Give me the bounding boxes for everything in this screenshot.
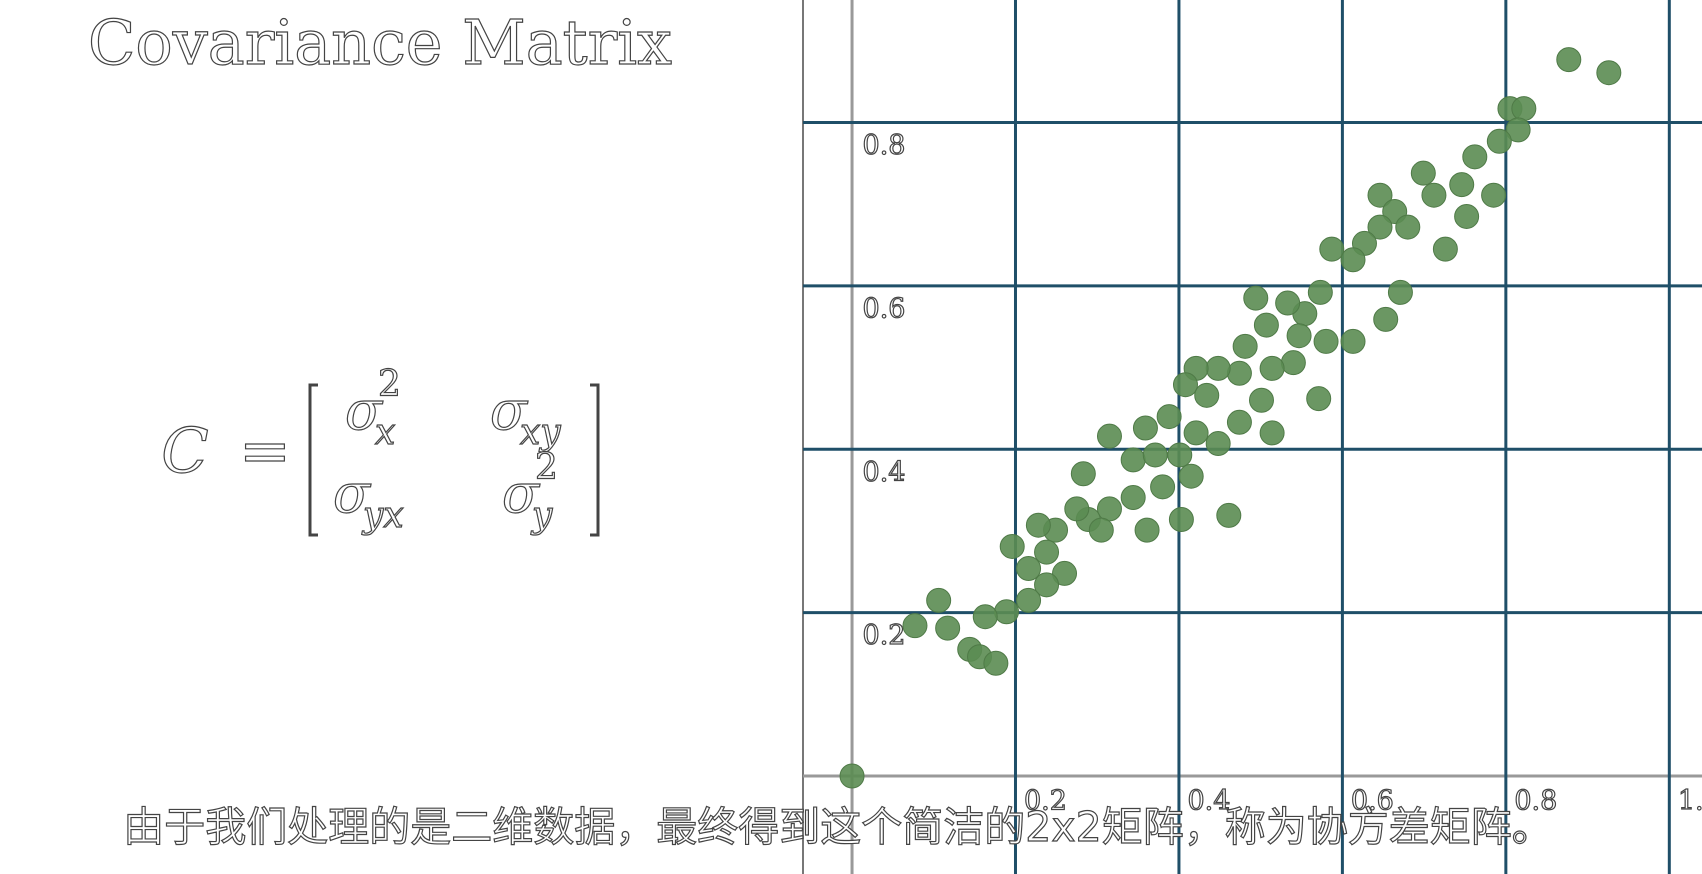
point bbox=[1194, 382, 1220, 408]
point bbox=[1373, 306, 1399, 332]
point bbox=[1205, 355, 1231, 381]
caption: 由于我们处理的是二维数据，最终得到这个简洁的2x2矩阵，称为协方差矩阵。 bbox=[123, 803, 1552, 851]
formula-lhs: C bbox=[161, 414, 208, 487]
point bbox=[1088, 517, 1114, 543]
entry-base: σ bbox=[490, 379, 529, 442]
point bbox=[1183, 420, 1209, 446]
point bbox=[1556, 47, 1582, 73]
point bbox=[1306, 386, 1332, 412]
x-tick-label: 0.4 bbox=[1187, 785, 1230, 816]
entry-sup: 2 bbox=[535, 447, 558, 488]
title: Covariance Matrix bbox=[88, 6, 672, 79]
point bbox=[1486, 128, 1512, 154]
point bbox=[1120, 484, 1146, 510]
entry-sub: xy bbox=[520, 412, 561, 453]
point bbox=[902, 613, 928, 639]
point bbox=[1178, 463, 1204, 489]
point bbox=[1052, 560, 1078, 586]
point bbox=[1410, 160, 1436, 186]
y-tick-label: 0.2 bbox=[863, 620, 906, 651]
point bbox=[1387, 279, 1413, 305]
point bbox=[1070, 461, 1096, 487]
point bbox=[994, 599, 1020, 625]
point bbox=[1248, 387, 1274, 413]
point bbox=[1168, 506, 1194, 532]
point bbox=[1120, 447, 1146, 473]
point bbox=[1025, 512, 1051, 538]
point bbox=[1395, 214, 1421, 240]
point bbox=[1016, 587, 1042, 613]
point bbox=[1340, 328, 1366, 354]
point bbox=[1232, 333, 1258, 359]
entry-base: σ bbox=[502, 462, 541, 525]
entry-sub: x bbox=[375, 412, 395, 453]
point bbox=[1096, 423, 1122, 449]
point bbox=[1505, 117, 1531, 143]
entry-base: σ bbox=[345, 379, 384, 442]
point bbox=[935, 615, 961, 641]
point bbox=[1064, 496, 1090, 522]
point bbox=[1016, 556, 1042, 582]
point bbox=[1205, 431, 1231, 457]
point bbox=[1034, 572, 1060, 598]
point bbox=[1134, 517, 1160, 543]
point bbox=[1481, 182, 1507, 208]
point bbox=[926, 587, 952, 613]
x-tick-label: 0.6 bbox=[1351, 785, 1394, 816]
point bbox=[1243, 285, 1269, 311]
point bbox=[1462, 144, 1488, 170]
point bbox=[972, 604, 998, 630]
point bbox=[1096, 496, 1122, 522]
point bbox=[1216, 502, 1242, 528]
point bbox=[1172, 372, 1198, 398]
point bbox=[1313, 328, 1339, 354]
point bbox=[1421, 182, 1447, 208]
point bbox=[1156, 404, 1182, 430]
point bbox=[1226, 409, 1252, 435]
point bbox=[1275, 290, 1301, 316]
y-tick-label: 0.4 bbox=[863, 457, 906, 488]
plot: 0.2 0.4 0.6 0.8 1.0 0.2 0.4 0.6 0.8 bbox=[802, 0, 1702, 874]
point bbox=[1340, 247, 1366, 273]
point bbox=[1259, 355, 1285, 381]
point bbox=[1253, 312, 1279, 338]
point bbox=[1596, 60, 1622, 86]
y-tick-label: 0.8 bbox=[863, 130, 906, 161]
point bbox=[1449, 172, 1475, 198]
point bbox=[1432, 236, 1458, 262]
point bbox=[1226, 360, 1252, 386]
point bbox=[1150, 474, 1176, 500]
point bbox=[1132, 415, 1158, 441]
entry-sub: yx bbox=[361, 495, 404, 536]
x-tick-label: 0.8 bbox=[1514, 785, 1557, 816]
point bbox=[1367, 182, 1393, 208]
x-tick-label: 1.0 bbox=[1678, 785, 1702, 816]
point bbox=[1319, 236, 1345, 262]
point bbox=[1286, 323, 1312, 349]
entry-sub: y bbox=[530, 495, 553, 536]
entry-base: σ bbox=[333, 462, 372, 525]
y-tick-label: 0.6 bbox=[863, 293, 906, 324]
x-tick-label: 0.2 bbox=[1024, 785, 1067, 816]
point bbox=[1367, 214, 1393, 240]
point bbox=[1259, 420, 1285, 446]
point bbox=[1142, 442, 1168, 468]
point bbox=[999, 533, 1025, 559]
point bbox=[839, 763, 865, 789]
matrix-bracket bbox=[308, 383, 600, 537]
point bbox=[1280, 350, 1306, 376]
point bbox=[1034, 539, 1060, 565]
point bbox=[983, 650, 1009, 676]
formula-eq: = bbox=[239, 414, 291, 487]
point bbox=[1167, 442, 1193, 468]
point bbox=[1307, 279, 1333, 305]
entry-sup: 2 bbox=[378, 364, 401, 405]
point bbox=[1454, 203, 1480, 229]
point bbox=[1511, 96, 1537, 122]
